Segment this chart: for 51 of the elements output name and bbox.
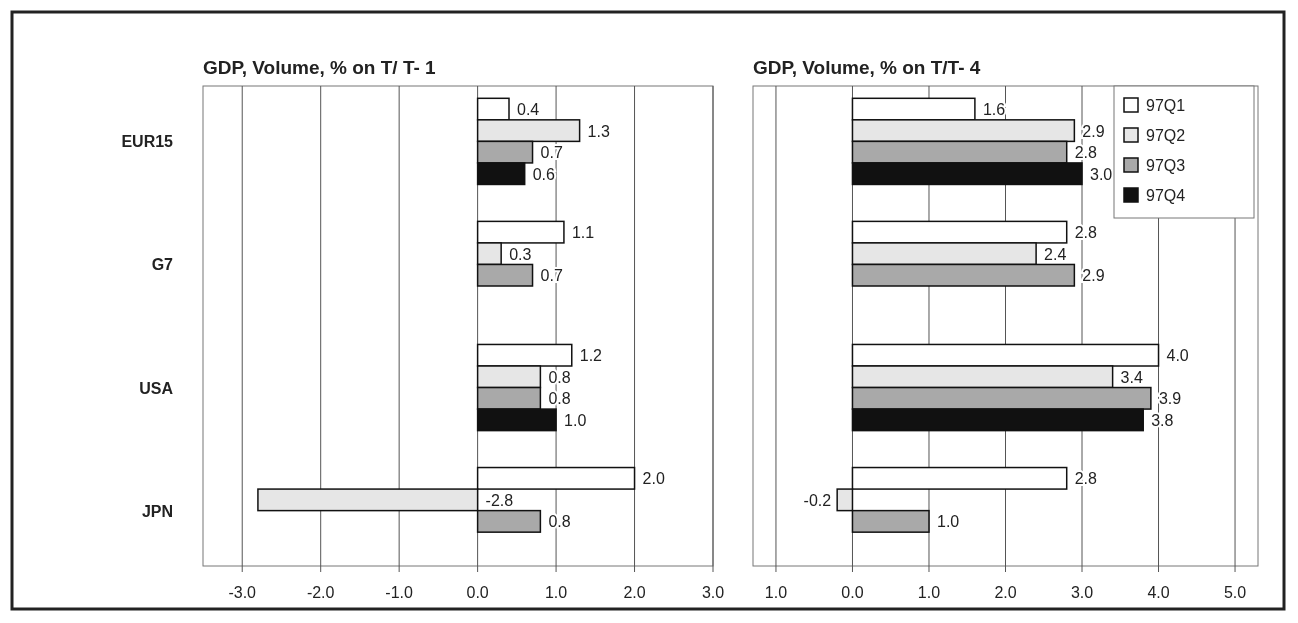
y-tick-label: JPN (141, 502, 173, 520)
data-label: -0.2 (803, 491, 832, 509)
data-label: 1.3 (587, 122, 610, 140)
data-label: 1.2 (579, 347, 603, 365)
data-label: 2.8 (1074, 224, 1098, 242)
data-label: 0.4 (517, 101, 540, 119)
data-label: 0.8 (548, 390, 571, 408)
data-label: 0.8 (548, 368, 571, 386)
x-tick-label: 4.0 (1147, 584, 1170, 601)
data-label: 0.7 (540, 144, 563, 162)
legend-label: 97Q3 (1146, 157, 1186, 174)
x-tick-label: 3.0 (1070, 584, 1094, 601)
x-tick-label: 0.0 (841, 584, 864, 601)
x-tick-label: 5.0 (1223, 584, 1247, 601)
legend-label: 97Q2 (1146, 127, 1186, 144)
data-label: 1.1 (571, 224, 595, 242)
legend-label: 97Q4 (1146, 187, 1186, 204)
data-label: -2.8 (485, 491, 514, 509)
data-label: 3.9 (1158, 390, 1182, 408)
data-label: 0.8 (548, 513, 571, 531)
x-tick-label: 1.0 (544, 584, 568, 601)
data-label: 1.0 (936, 513, 960, 531)
y-tick-label: EUR15 (121, 133, 174, 151)
chart-title: GDP, Volume, % on T/T- 4 (753, 57, 981, 78)
chart-title: GDP, Volume, % on T/ T- 1 (203, 57, 437, 78)
data-label: 0.7 (540, 267, 563, 285)
data-label: 2.0 (642, 470, 665, 488)
x-tick-label: 1.0 (917, 584, 941, 601)
data-label: 2.8 (1074, 144, 1098, 162)
data-label: 2.9 (1082, 122, 1105, 140)
x-tick-label: 2.0 (994, 584, 1017, 601)
data-label: 4.0 (1166, 347, 1189, 365)
data-label: 3.0 (1090, 165, 1113, 183)
data-label: 2.4 (1044, 245, 1067, 263)
y-tick-label: G7 (151, 256, 174, 274)
data-label: 3.4 (1120, 368, 1143, 386)
data-label: 2.9 (1082, 267, 1105, 285)
x-tick-label: 0.0 (466, 584, 489, 601)
x-tick-label: -2.0 (306, 584, 335, 601)
x-tick-label: -3.0 (228, 584, 257, 601)
data-label: 2.8 (1074, 470, 1098, 488)
legend-label: 97Q1 (1146, 97, 1186, 114)
x-tick-label: 3.0 (701, 584, 725, 601)
data-label: 0.6 (532, 165, 556, 183)
x-tick-label: -1.0 (385, 584, 414, 601)
x-tick-label: 2.0 (623, 584, 646, 601)
data-label: 1.6 (982, 101, 1006, 119)
data-label: 0.3 (509, 245, 532, 263)
y-tick-label: USA (139, 379, 174, 397)
data-label: 1.0 (564, 411, 587, 429)
x-tick-label: 1.0 (764, 584, 788, 601)
